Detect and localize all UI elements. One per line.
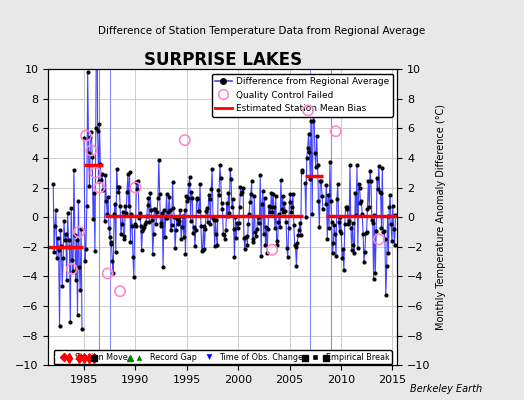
Point	[268, 246, 276, 253]
Point	[375, 236, 383, 242]
Point	[75, 229, 83, 235]
Point	[95, 184, 104, 191]
Point	[87, 147, 95, 154]
Point	[91, 170, 100, 176]
Y-axis label: Monthly Temperature Anomaly Difference (°C): Monthly Temperature Anomaly Difference (…	[436, 104, 446, 330]
Point	[116, 288, 124, 294]
Point	[131, 184, 139, 191]
Text: Berkeley Earth: Berkeley Earth	[410, 384, 482, 394]
Legend: Station Move, Record Gap, Time of Obs. Change, Empirical Break: Station Move, Record Gap, Time of Obs. C…	[53, 350, 392, 364]
Title: SURPRISE LAKES: SURPRISE LAKES	[144, 51, 302, 69]
Point	[332, 128, 340, 134]
Text: Difference of Station Temperature Data from Regional Average: Difference of Station Temperature Data f…	[99, 26, 425, 36]
Point	[82, 132, 90, 139]
Point	[104, 270, 112, 277]
Point	[304, 107, 312, 114]
Point	[68, 266, 76, 272]
Point	[181, 137, 189, 143]
